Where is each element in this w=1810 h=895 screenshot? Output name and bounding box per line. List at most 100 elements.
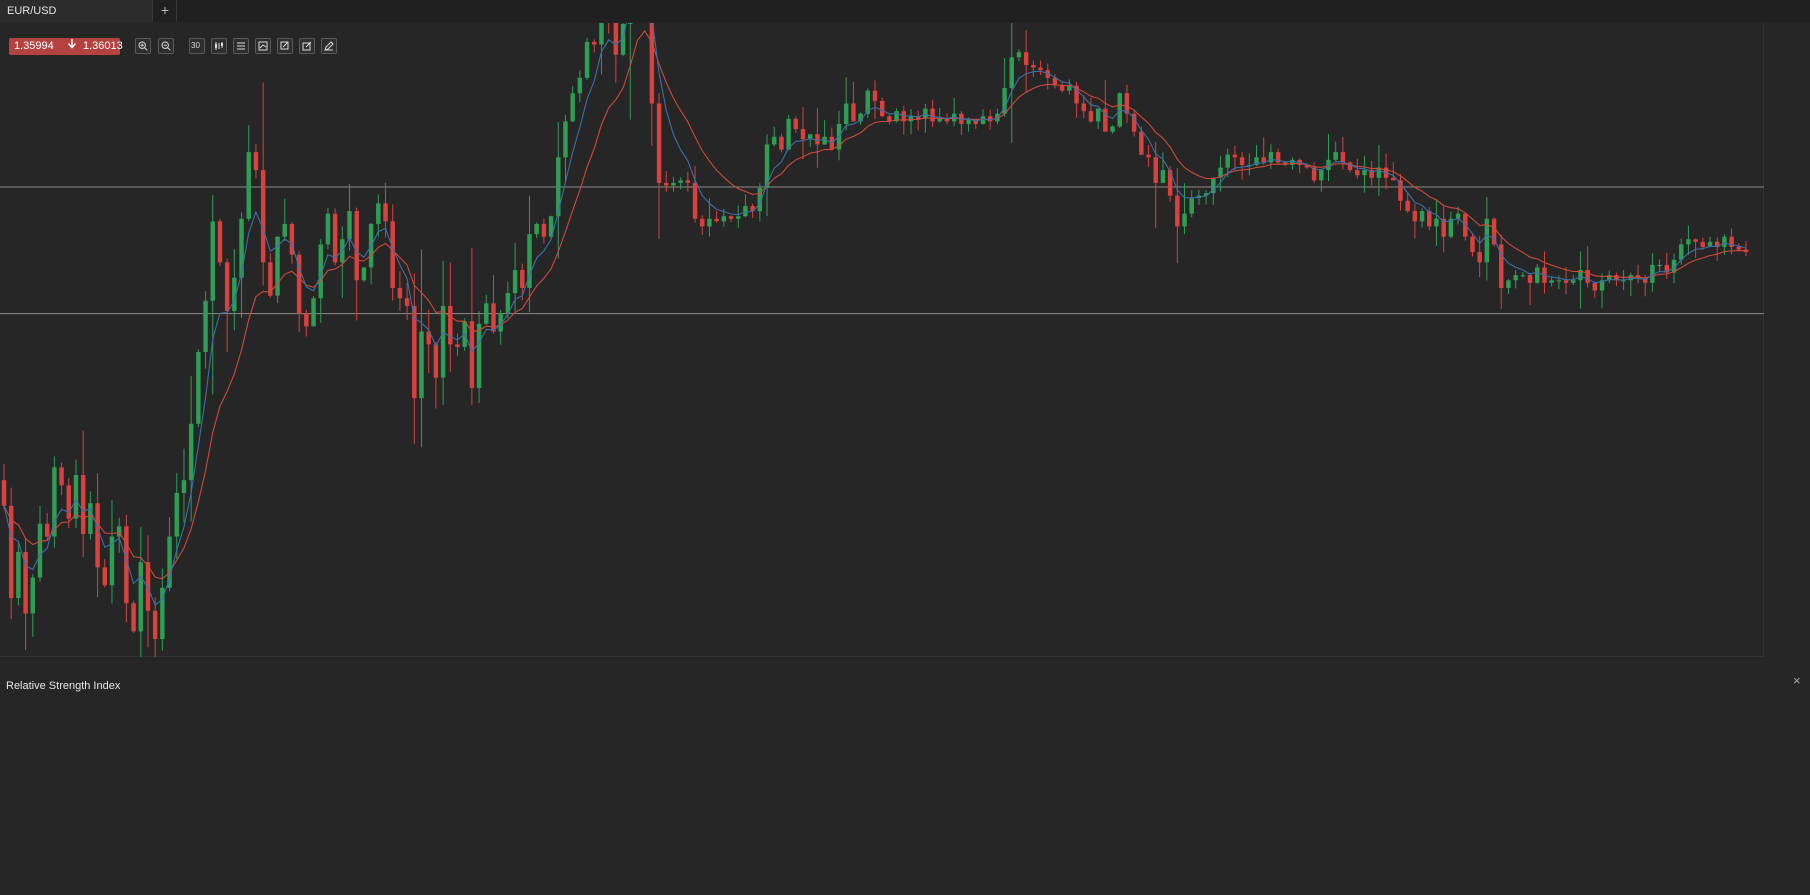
candle [354,211,359,281]
candle [1232,154,1238,158]
tab-eurusd[interactable]: EUR/USD [0,0,153,22]
add-tab-button[interactable]: + [154,0,177,22]
candle [1160,170,1166,183]
candle [843,103,849,124]
candle [1211,177,1216,194]
chart-type-icon[interactable] [211,38,227,54]
candle [1419,211,1425,222]
candle [8,505,14,599]
candle [1347,162,1353,171]
candle [858,113,863,122]
candle [1686,239,1691,245]
candle [311,298,316,327]
candle [1614,275,1619,281]
candle [664,182,669,186]
candle [1225,154,1230,168]
candle [944,118,950,122]
candle [937,118,943,122]
candle [160,587,165,640]
candle [822,136,827,145]
drawing-icon[interactable] [277,38,293,54]
candle [1333,152,1338,160]
candle [1427,211,1432,227]
candle [289,223,295,255]
candle [1059,85,1065,91]
candle [1268,152,1274,163]
zoom-out-icon[interactable] [158,38,174,54]
candle [728,216,734,219]
candle [1203,193,1209,196]
candle [987,116,993,122]
candle [1103,108,1108,132]
candle [779,136,784,150]
candle [1146,154,1151,158]
candle [1023,52,1029,66]
zoom-in-icon[interactable] [135,38,151,54]
candle [1405,200,1410,212]
candle [757,188,763,212]
candle [714,218,719,222]
candle [1628,275,1634,281]
candle [232,277,237,312]
candle [419,331,424,399]
price-chart[interactable]: 1.368351.367161.365981.364801.363621.361… [0,23,1764,657]
moving-average-slow-line [3,30,1747,580]
candle [1304,164,1310,168]
candle [1535,267,1540,283]
candle [95,503,100,568]
candle [1081,103,1086,112]
candle [73,475,79,519]
candle [188,423,194,481]
candle [282,223,287,237]
candle [1290,159,1295,165]
template-icon[interactable] [255,38,271,54]
candle [1369,170,1374,178]
candle [1499,244,1504,288]
candle [268,262,273,296]
candle [764,144,770,189]
candle [973,118,979,124]
candle [116,526,122,537]
candle [1002,88,1007,114]
candle [23,551,28,614]
candle [692,182,698,219]
close-icon[interactable]: × [1793,673,1801,688]
candle [1700,241,1706,247]
candle [239,218,244,278]
candle [88,503,93,534]
moving-average-fast-line [3,23,1747,606]
indicators-icon[interactable] [233,38,249,54]
candle [167,536,172,588]
candle [879,100,885,117]
candle [1599,280,1605,291]
candle [908,116,914,122]
timeframe-30-icon[interactable]: 30 [189,38,205,54]
candle [872,90,878,101]
candle [512,270,518,294]
candle [807,134,813,140]
ask-price: 1.36013 [83,40,123,52]
candle [534,223,539,235]
candle [196,352,201,424]
pen-icon[interactable] [321,38,337,54]
candle [131,603,136,632]
candle [1,480,7,506]
candle [296,254,302,314]
candle [1506,280,1511,288]
candle [1153,157,1158,183]
edit-icon[interactable] [299,38,315,54]
candle [966,118,971,124]
candle [397,287,403,299]
candle [527,234,532,288]
candle [1311,167,1317,181]
candle [1621,280,1626,282]
candle [1052,77,1058,86]
candle [678,180,683,183]
candle [656,103,662,183]
candle [52,467,57,537]
quote-badge[interactable]: 1.35994 1.36013 [9,38,123,55]
candle [347,211,352,240]
tab-label: EUR/USD [7,5,57,17]
candle [1182,213,1187,227]
candle [541,223,547,237]
